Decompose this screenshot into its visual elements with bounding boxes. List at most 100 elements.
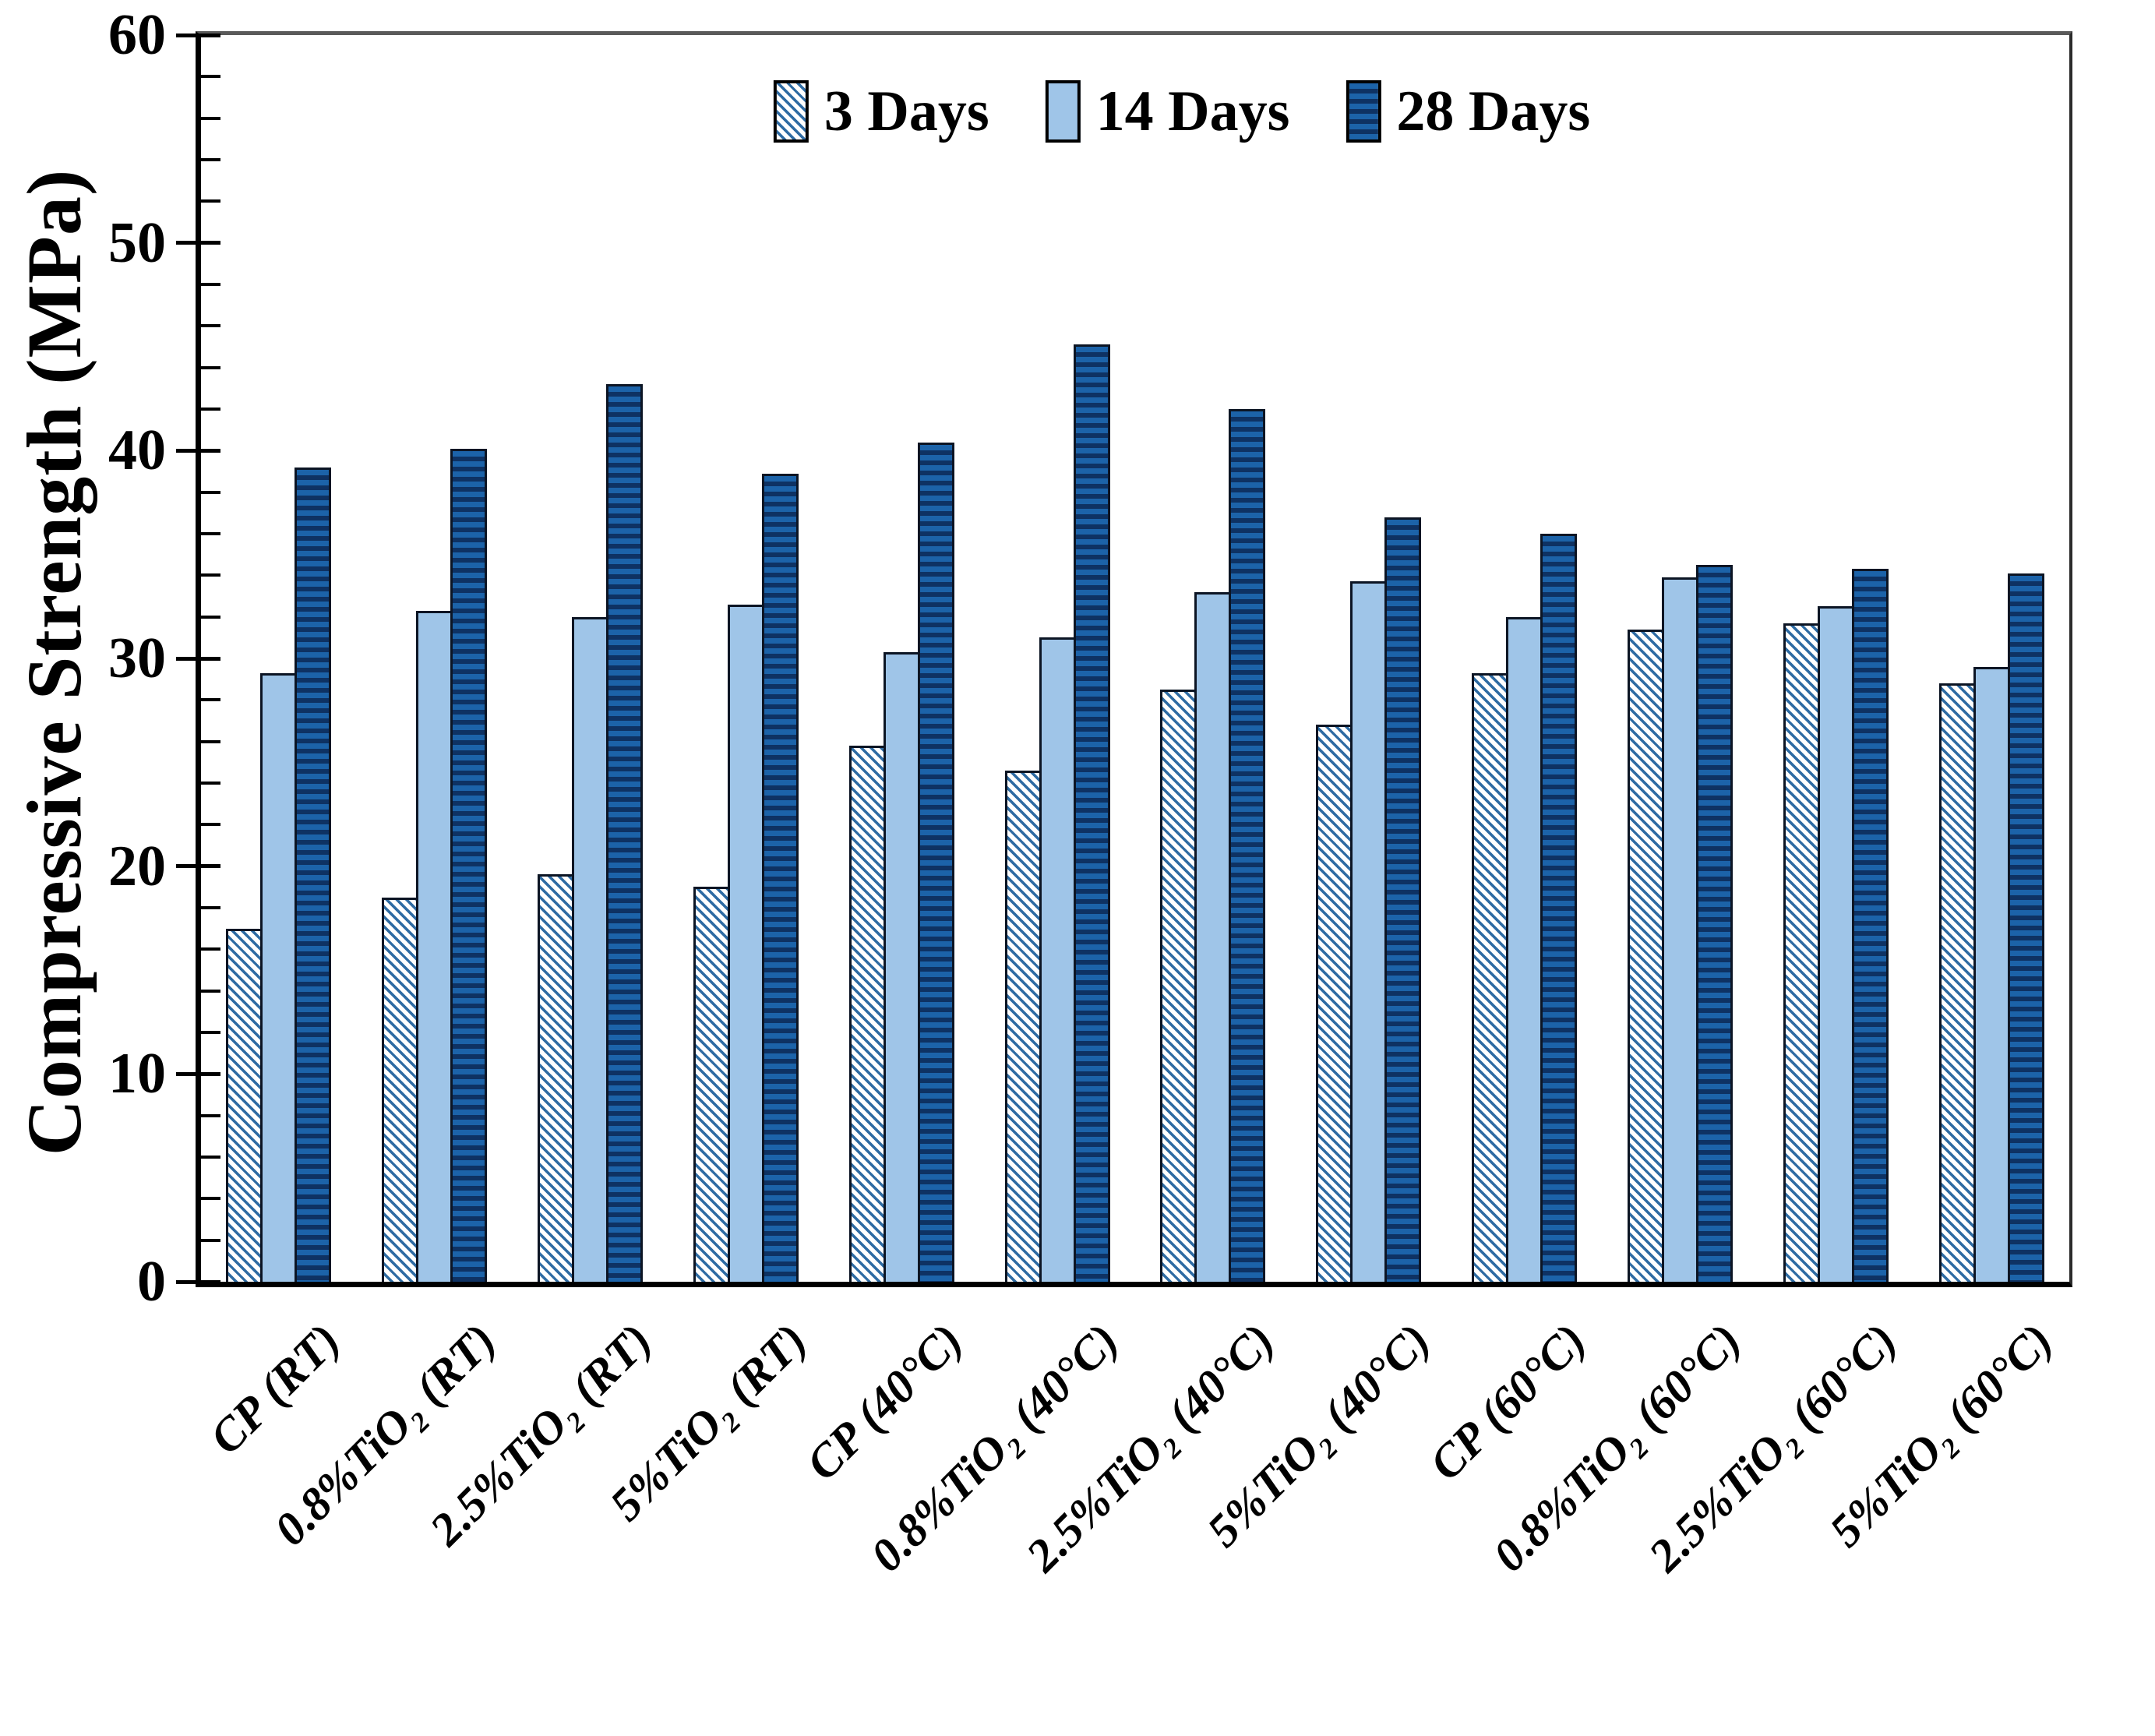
y-major-tick-60 bbox=[176, 33, 220, 37]
y-minor-tick-14 bbox=[201, 989, 220, 993]
bar-group-1 bbox=[201, 35, 357, 1282]
y-major-tick-20 bbox=[176, 864, 220, 869]
legend-item-3-days: 3 Days bbox=[773, 79, 989, 143]
y-tick-label-20: 20 bbox=[108, 834, 166, 898]
y-major-tick-40 bbox=[176, 448, 220, 453]
bar-28-days-group-8 bbox=[1384, 517, 1422, 1282]
legend: 3 Days 14 Days 28 Days bbox=[773, 79, 1590, 143]
bar-14-days-group-5 bbox=[883, 652, 920, 1282]
y-tick-label-40: 40 bbox=[108, 418, 166, 483]
legend-label-28-days: 28 Days bbox=[1396, 79, 1591, 143]
bar-28-days-group-1 bbox=[295, 467, 332, 1282]
bar-group-4 bbox=[668, 35, 824, 1282]
bar-28-days-group-5 bbox=[917, 442, 954, 1282]
y-minor-tick-2 bbox=[201, 1238, 220, 1242]
bar-28-days-group-3 bbox=[606, 384, 644, 1282]
bar-28-days-group-11 bbox=[1851, 569, 1889, 1282]
bar-3-days-group-1 bbox=[226, 928, 263, 1282]
x-axis-label-9: CP (60°C) bbox=[1419, 1314, 1596, 1491]
bar-14-days-group-4 bbox=[727, 604, 764, 1282]
bar-3-days-group-10 bbox=[1627, 629, 1664, 1282]
bar-group-9 bbox=[1447, 35, 1603, 1282]
bar-3-days-group-11 bbox=[1783, 623, 1820, 1282]
bar-3-days-group-3 bbox=[538, 874, 575, 1282]
plot-area: 3 Days 14 Days 28 Days 0 10 20 30 40 50 60 bbox=[108, 6, 2072, 1311]
y-minor-tick-44 bbox=[201, 365, 220, 369]
x-axis-label-4: 5%TiO₂ (RT) bbox=[600, 1314, 817, 1531]
bar-28-days-group-7 bbox=[1229, 409, 1266, 1282]
x-axis-label-10: 0.8%TiO₂ (60°C) bbox=[1483, 1314, 1751, 1582]
y-minor-tick-6 bbox=[201, 1156, 220, 1159]
y-tick-label-60: 60 bbox=[108, 3, 166, 67]
y-minor-tick-54 bbox=[201, 158, 220, 161]
bar-group-7 bbox=[1135, 35, 1291, 1282]
bar-3-days-group-6 bbox=[1004, 771, 1042, 1282]
legend-swatch-3-days-hatch bbox=[773, 80, 809, 143]
bar-28-days-group-2 bbox=[450, 448, 488, 1282]
y-minor-tick-16 bbox=[201, 947, 220, 951]
y-minor-tick-46 bbox=[201, 324, 220, 328]
y-minor-tick-36 bbox=[201, 532, 220, 535]
y-major-tick-0 bbox=[176, 1279, 220, 1284]
x-axis-label-8: 5%TiO₂ (40°C) bbox=[1197, 1314, 1440, 1557]
bar-14-days-group-8 bbox=[1350, 581, 1388, 1282]
bar-14-days-group-9 bbox=[1506, 616, 1543, 1282]
x-axis-label-2: 0.8%TiO₂ (RT) bbox=[264, 1314, 506, 1555]
bar-group-2 bbox=[357, 35, 513, 1282]
x-axis-label-11: 2.5%TiO₂ (60°C) bbox=[1639, 1314, 1907, 1582]
bar-3-days-group-7 bbox=[1160, 690, 1197, 1282]
y-minor-tick-56 bbox=[201, 116, 220, 120]
bar-28-days-group-6 bbox=[1073, 344, 1110, 1282]
y-minor-tick-52 bbox=[201, 199, 220, 203]
bar-28-days-group-9 bbox=[1540, 534, 1578, 1282]
legend-swatch-14-days-solid bbox=[1045, 80, 1081, 143]
bar-28-days-group-10 bbox=[1695, 565, 1733, 1282]
bar-3-days-group-9 bbox=[1472, 672, 1509, 1282]
y-tick-label-50: 50 bbox=[108, 210, 166, 275]
y-major-tick-30 bbox=[176, 656, 220, 661]
bar-3-days-group-8 bbox=[1316, 725, 1353, 1282]
y-minor-tick-18 bbox=[201, 906, 220, 909]
bar-14-days-group-1 bbox=[260, 672, 298, 1282]
legend-label-3-days: 3 Days bbox=[824, 79, 989, 143]
bar-group-5 bbox=[824, 35, 979, 1282]
y-minor-tick-24 bbox=[201, 782, 220, 785]
y-major-tick-10 bbox=[176, 1071, 220, 1076]
bar-3-days-group-12 bbox=[1938, 683, 1976, 1282]
bar-group-10 bbox=[1603, 35, 1758, 1282]
y-minor-tick-8 bbox=[201, 1113, 220, 1117]
bar-group-3 bbox=[513, 35, 668, 1282]
y-tick-label-0: 0 bbox=[137, 1250, 166, 1314]
y-minor-tick-22 bbox=[201, 823, 220, 827]
bar-3-days-group-2 bbox=[382, 897, 419, 1282]
legend-label-14-days: 14 Days bbox=[1095, 79, 1290, 143]
y-tick-label-10: 10 bbox=[108, 1042, 166, 1106]
bar-3-days-group-4 bbox=[693, 887, 730, 1282]
x-axis-label-6: 0.8%TiO₂ (40°C) bbox=[860, 1314, 1129, 1582]
y-major-tick-50 bbox=[176, 241, 220, 245]
bar-groups bbox=[201, 35, 2069, 1282]
bar-3-days-group-5 bbox=[848, 746, 886, 1282]
x-axis-label-7: 2.5%TiO₂ (40°C) bbox=[1016, 1314, 1284, 1582]
bar-14-days-group-10 bbox=[1661, 577, 1698, 1282]
y-minor-tick-58 bbox=[201, 75, 220, 79]
y-minor-tick-26 bbox=[201, 739, 220, 743]
y-minor-tick-48 bbox=[201, 283, 220, 286]
x-axis-label-3: 2.5%TiO₂ (RT) bbox=[419, 1314, 661, 1555]
bar-group-6 bbox=[979, 35, 1135, 1282]
legend-item-14-days: 14 Days bbox=[1045, 79, 1290, 143]
y-tick-label-30: 30 bbox=[108, 626, 166, 690]
bar-14-days-group-3 bbox=[572, 616, 609, 1282]
y-minor-tick-12 bbox=[201, 1031, 220, 1034]
x-axis-label-5: CP (40°C) bbox=[796, 1314, 973, 1491]
bar-28-days-group-12 bbox=[2007, 573, 2044, 1282]
bar-chart-figure: Compressive Strength (MPa) 3 Days 14 Day… bbox=[11, 6, 2072, 1582]
bar-14-days-group-12 bbox=[1973, 666, 2010, 1282]
bar-28-days-group-4 bbox=[761, 473, 799, 1282]
y-minor-tick-28 bbox=[201, 698, 220, 702]
bar-group-8 bbox=[1291, 35, 1447, 1282]
y-minor-tick-38 bbox=[201, 490, 220, 494]
y-minor-tick-34 bbox=[201, 573, 220, 577]
x-axis-label-12: 5%TiO₂ (60°C) bbox=[1819, 1314, 2063, 1557]
legend-item-28-days: 28 Days bbox=[1346, 80, 1590, 143]
